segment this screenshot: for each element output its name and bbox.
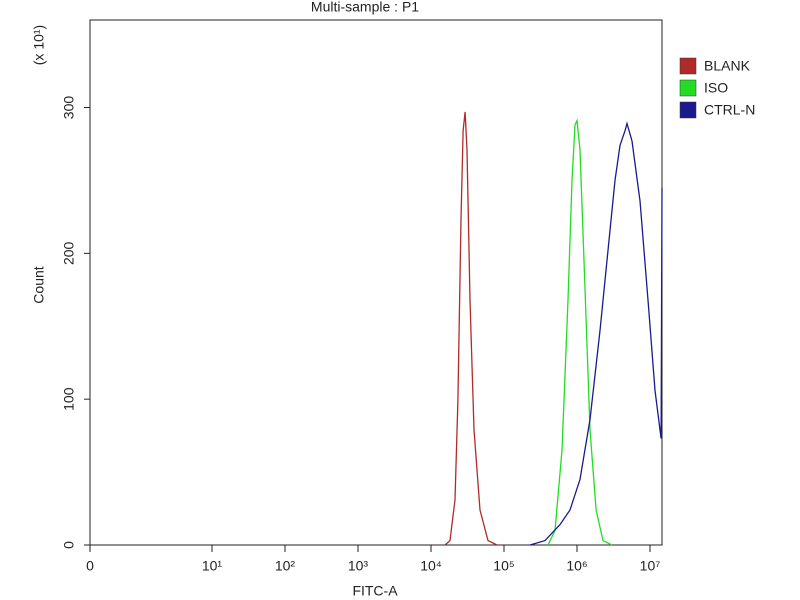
x-tick-label: 10⁷ <box>640 558 661 574</box>
y-tick-label: 100 <box>61 387 77 411</box>
legend-swatch <box>679 101 697 119</box>
chart-title: Multi-sample : P1 <box>311 0 419 15</box>
histogram-line <box>547 118 613 546</box>
x-tick-label: 10¹ <box>202 558 223 574</box>
legend-label: CTRL-N <box>704 102 755 118</box>
histogram-line <box>529 121 663 546</box>
y-tick-label: 300 <box>61 96 77 120</box>
legend-swatch <box>679 79 697 97</box>
x-tick-label: 0 <box>86 558 94 574</box>
x-tick-label: 10² <box>275 558 296 574</box>
x-tick-label: 10⁵ <box>493 558 514 574</box>
legend-swatch <box>679 57 697 75</box>
y-axis-annotation: (x 10¹) <box>31 25 47 65</box>
histogram-line <box>444 111 498 546</box>
legend-label: ISO <box>704 80 728 96</box>
y-tick-label: 0 <box>61 541 77 549</box>
y-tick-label: 200 <box>61 241 77 265</box>
x-tick-label: 10³ <box>348 558 369 574</box>
x-tick-label: 10⁶ <box>566 558 587 574</box>
x-axis-label: FITC-A <box>352 583 398 599</box>
x-tick-label: 10⁴ <box>420 558 442 574</box>
y-axis-label: Count <box>31 266 47 303</box>
legend-label: BLANK <box>704 58 751 74</box>
